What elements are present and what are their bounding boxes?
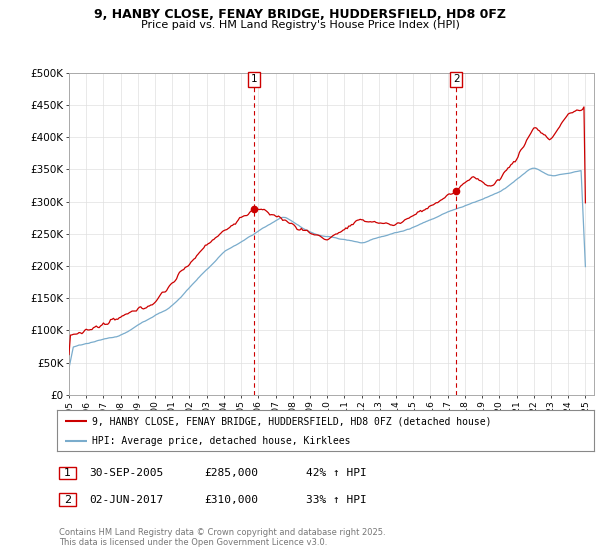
Text: 9, HANBY CLOSE, FENAY BRIDGE, HUDDERSFIELD, HD8 0FZ: 9, HANBY CLOSE, FENAY BRIDGE, HUDDERSFIE… bbox=[94, 8, 506, 21]
Text: 2: 2 bbox=[64, 494, 71, 505]
Text: Price paid vs. HM Land Registry's House Price Index (HPI): Price paid vs. HM Land Registry's House … bbox=[140, 20, 460, 30]
Text: 1: 1 bbox=[64, 468, 71, 478]
Text: £285,000: £285,000 bbox=[204, 468, 258, 478]
Text: 9, HANBY CLOSE, FENAY BRIDGE, HUDDERSFIELD, HD8 0FZ (detached house): 9, HANBY CLOSE, FENAY BRIDGE, HUDDERSFIE… bbox=[92, 417, 491, 426]
Text: 33% ↑ HPI: 33% ↑ HPI bbox=[306, 494, 367, 505]
Text: 2: 2 bbox=[453, 74, 460, 84]
Text: £310,000: £310,000 bbox=[204, 494, 258, 505]
Text: 02-JUN-2017: 02-JUN-2017 bbox=[89, 494, 163, 505]
Text: Contains HM Land Registry data © Crown copyright and database right 2025.
This d: Contains HM Land Registry data © Crown c… bbox=[59, 528, 385, 547]
Text: HPI: Average price, detached house, Kirklees: HPI: Average price, detached house, Kirk… bbox=[92, 436, 350, 446]
Text: 42% ↑ HPI: 42% ↑ HPI bbox=[306, 468, 367, 478]
Text: 1: 1 bbox=[251, 74, 257, 84]
Text: 30-SEP-2005: 30-SEP-2005 bbox=[89, 468, 163, 478]
